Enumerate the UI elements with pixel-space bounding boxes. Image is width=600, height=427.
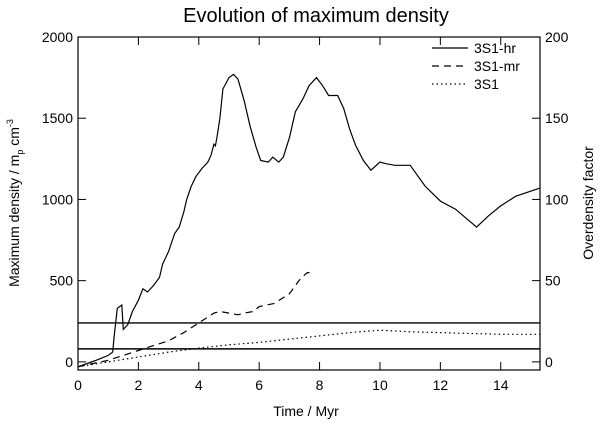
x-axis-label: Time / Myr bbox=[273, 403, 339, 419]
y-axis-left-label-sup: -3 bbox=[5, 119, 15, 127]
x-tick-label: 4 bbox=[195, 377, 203, 393]
y-left-tick-label: 0 bbox=[65, 354, 73, 370]
x-tick-label: 2 bbox=[134, 377, 142, 393]
legend-label: 3S1-hr bbox=[474, 40, 516, 56]
x-tick-label: 6 bbox=[255, 377, 263, 393]
y-right-tick-label: 200 bbox=[545, 29, 569, 45]
y-axis-left-label-sub: p bbox=[15, 150, 25, 155]
plot-frame bbox=[77, 36, 541, 371]
y-left-tick-label: 2000 bbox=[42, 29, 73, 45]
y-axis-left-label-main: Maximum density / m bbox=[6, 155, 22, 287]
y-axis-right: 0 50 100 150 200 bbox=[532, 29, 569, 370]
y-right-tick-label: 150 bbox=[545, 110, 569, 126]
legend-label: 3S1-mr bbox=[474, 58, 520, 74]
y-axis-left-label-unit: cm bbox=[6, 127, 22, 150]
y-left-tick-label: 500 bbox=[50, 273, 74, 289]
y-axis-left: 0 500 1000 1500 2000 bbox=[42, 29, 86, 370]
y-right-tick-label: 50 bbox=[545, 273, 561, 289]
chart-title: Evolution of maximum density bbox=[183, 5, 449, 27]
legend: 3S1-hr 3S1-mr 3S1 bbox=[432, 40, 520, 92]
legend-label: 3S1 bbox=[474, 76, 499, 92]
y-left-tick-label: 1000 bbox=[42, 191, 73, 207]
series-lines bbox=[77, 73, 541, 368]
threshold-lines bbox=[78, 322, 540, 350]
x-axis: 0 2 4 6 8 10 12 14 bbox=[74, 37, 509, 393]
x-tick-label: 0 bbox=[74, 377, 82, 393]
x-tick-label: 10 bbox=[372, 377, 388, 393]
y-right-tick-label: 100 bbox=[545, 191, 569, 207]
y-axis-right-label: Overdensity factor bbox=[580, 146, 596, 260]
y-right-tick-label: 0 bbox=[545, 354, 553, 370]
plot-area-border bbox=[77, 36, 541, 371]
y-left-tick-label: 1500 bbox=[42, 110, 73, 126]
y-axis-left-label: Maximum density / mp cm-3 bbox=[5, 119, 25, 287]
x-tick-label: 8 bbox=[316, 377, 324, 393]
x-tick-label: 14 bbox=[493, 377, 509, 393]
x-tick-label: 12 bbox=[433, 377, 449, 393]
series-line-3S1-mr bbox=[77, 271, 314, 368]
series-line-3S1-hr bbox=[77, 73, 541, 368]
